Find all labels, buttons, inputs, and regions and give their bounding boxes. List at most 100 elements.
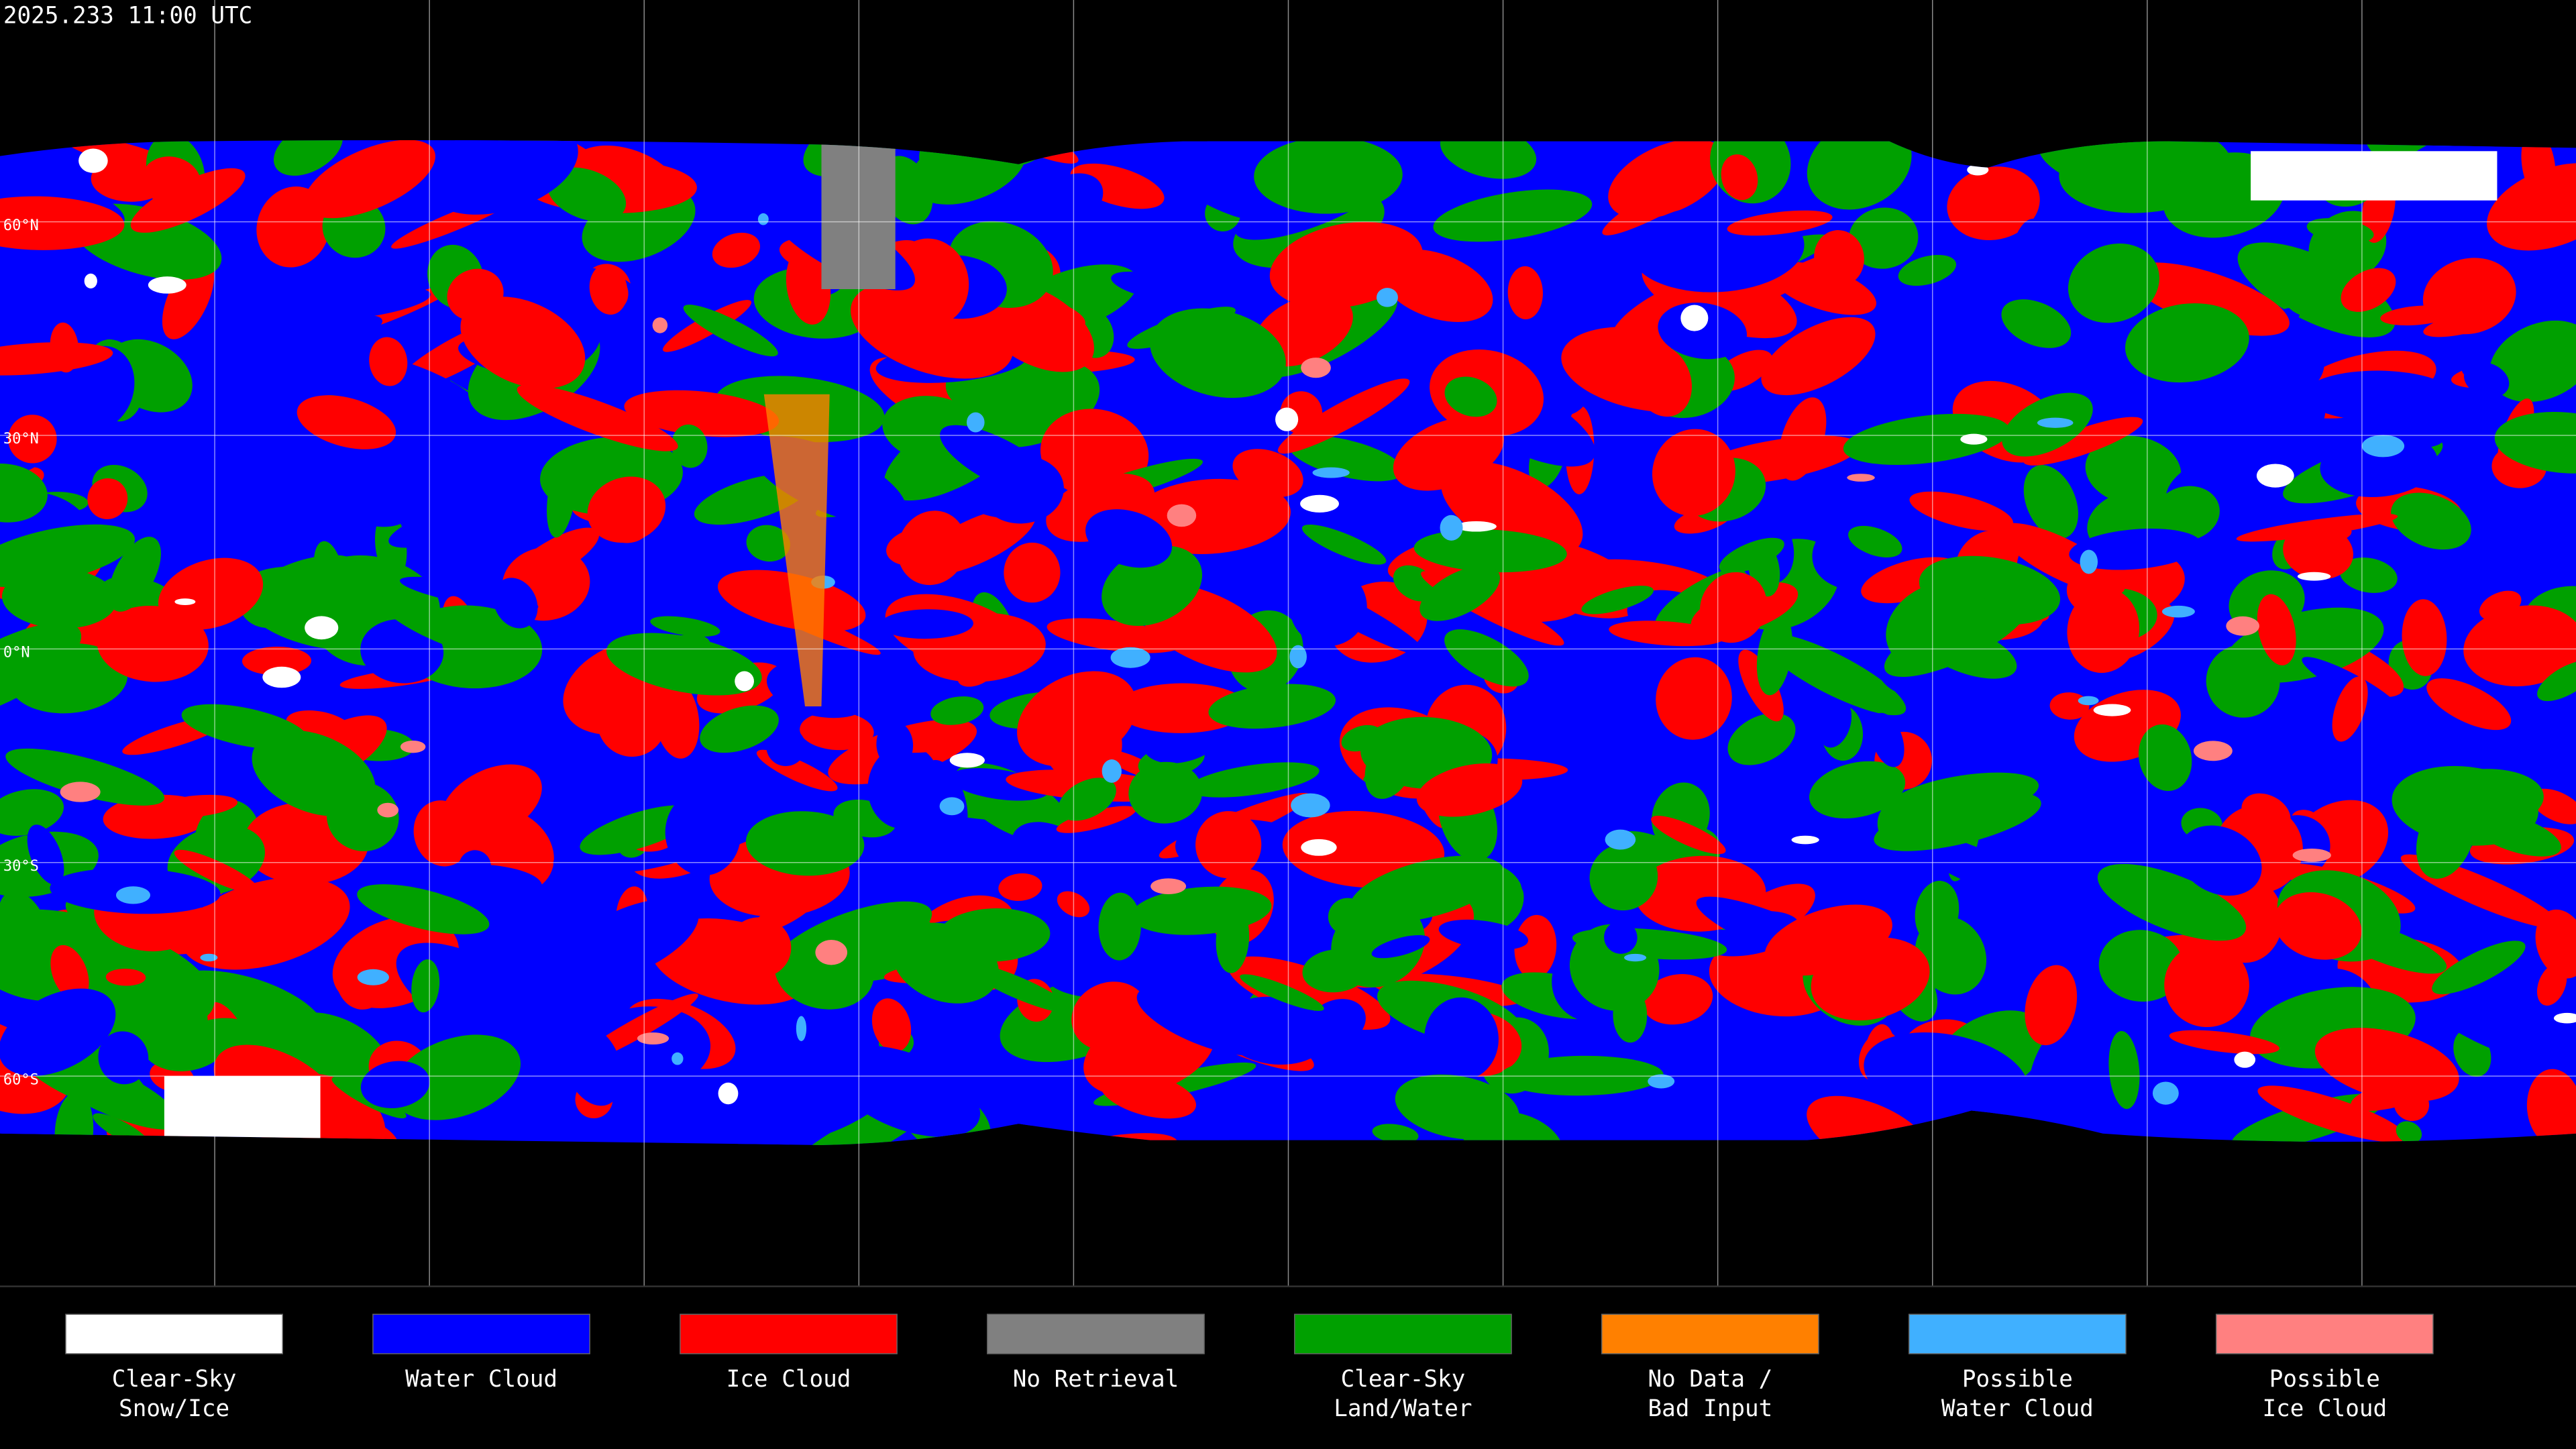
cloud-patch bbox=[2023, 465, 2078, 539]
cloud-patch bbox=[1017, 671, 1137, 767]
cloud-patch bbox=[2154, 486, 2220, 541]
cloud-patch bbox=[1377, 288, 1398, 307]
cloud-patch bbox=[1605, 829, 1636, 850]
cloud-patch bbox=[2226, 616, 2259, 636]
cloud-patch bbox=[2339, 557, 2398, 593]
cloud-patch bbox=[2164, 943, 2249, 1028]
cloud-patch bbox=[411, 959, 440, 1013]
cloud-patch bbox=[1070, 163, 1165, 209]
legend-swatch bbox=[65, 1313, 283, 1354]
cloud-patch bbox=[1613, 987, 1648, 1043]
cloud-patch bbox=[2037, 417, 2074, 428]
cloud-patch bbox=[354, 498, 410, 527]
cloud-patch bbox=[54, 1091, 94, 1145]
cloud-patch bbox=[624, 390, 780, 437]
legend-label: Water Cloud bbox=[1941, 1395, 2094, 1422]
cloud-patch bbox=[1419, 566, 1500, 621]
cloud-patch bbox=[108, 537, 161, 612]
cloud-patch bbox=[2093, 704, 2131, 716]
cloud-patch bbox=[914, 507, 1036, 576]
cloud-patch bbox=[1809, 761, 1906, 819]
cloud-patch bbox=[1136, 986, 1271, 1056]
graticule: 60°N 30°N 0°N 30°S 60°S bbox=[0, 0, 2576, 1287]
cloud-patch bbox=[1216, 904, 1250, 973]
cloud-patch bbox=[200, 953, 218, 962]
cloud-patch bbox=[441, 764, 542, 841]
legend-label: Bad Input bbox=[1648, 1395, 1773, 1422]
cloud-patch bbox=[2097, 863, 2247, 941]
cloud-patch bbox=[1301, 358, 1331, 378]
cloud-patch bbox=[2108, 1030, 2140, 1110]
cloud-patch bbox=[204, 370, 254, 411]
cloud-patch bbox=[2242, 339, 2324, 402]
legend-swatch bbox=[1601, 1313, 1819, 1354]
cloud-patch bbox=[2078, 696, 2099, 706]
cloud-patch bbox=[891, 238, 969, 326]
cloud-patch bbox=[511, 527, 600, 585]
cloud-patch bbox=[2402, 599, 2447, 676]
snow-patch bbox=[164, 1076, 321, 1142]
cloud-patch bbox=[158, 557, 264, 630]
cloud-patch bbox=[967, 412, 985, 433]
cloud-patch bbox=[105, 968, 146, 986]
cloud-patch bbox=[1301, 839, 1337, 856]
cloud-patch bbox=[1289, 645, 1307, 669]
cloud-patch bbox=[700, 705, 779, 753]
cloud-patch bbox=[1909, 491, 2013, 531]
cloud-patch bbox=[1385, 483, 1437, 539]
cloud-patch bbox=[1456, 521, 1497, 532]
legend-label: Land/Water bbox=[1334, 1395, 1472, 1422]
cloud-patch bbox=[1608, 140, 1727, 219]
cloud-patch bbox=[2428, 1004, 2542, 1062]
legend-swatch bbox=[1294, 1313, 1512, 1354]
cloud-patch bbox=[1703, 248, 1850, 323]
cloud-patch bbox=[712, 232, 761, 268]
cloud-patch bbox=[1438, 919, 1529, 951]
cloud-patch bbox=[1631, 343, 1692, 417]
legend-label: Ice Cloud bbox=[2262, 1395, 2387, 1422]
cloud-patch bbox=[388, 501, 501, 548]
cloud-patch bbox=[1195, 811, 1262, 879]
cloud-patch bbox=[1269, 221, 1424, 309]
cloud-patch bbox=[2537, 660, 2576, 702]
cloud-patch bbox=[50, 945, 89, 1002]
cloud-patch bbox=[796, 1016, 807, 1042]
cloud-patch bbox=[746, 525, 790, 562]
cloud-patch bbox=[2080, 549, 2098, 574]
cloud-patch bbox=[2361, 435, 2405, 458]
cloud-patch bbox=[1056, 806, 1136, 833]
cloud-patch bbox=[1915, 880, 1960, 944]
cloud-patch bbox=[0, 623, 82, 719]
cloud-patch bbox=[1569, 924, 1660, 1011]
cloud-patch bbox=[1760, 633, 1907, 716]
cloud-patch bbox=[735, 671, 754, 692]
cloud-patch bbox=[886, 527, 951, 566]
cloud-patch bbox=[369, 337, 408, 386]
cloud-patch bbox=[1581, 586, 1654, 614]
cloud-patch bbox=[0, 524, 136, 588]
cloud-patch bbox=[174, 849, 260, 894]
cloud-patch bbox=[2001, 299, 2072, 348]
cloud-patch bbox=[766, 727, 806, 766]
cloud-patch bbox=[2463, 605, 2576, 687]
cloud-patch bbox=[2234, 1051, 2256, 1068]
cloud-patch bbox=[774, 933, 874, 1010]
cloud-patch bbox=[1642, 974, 1713, 1025]
cloud-patch bbox=[637, 1032, 669, 1044]
cloud-patch bbox=[1440, 515, 1463, 541]
cloud-patch bbox=[2494, 411, 2576, 474]
cloud-patch bbox=[2314, 1028, 2459, 1102]
cloud-patch bbox=[2138, 724, 2192, 792]
cloud-patch bbox=[1589, 843, 1658, 911]
cloud-patch bbox=[727, 917, 792, 978]
cloud-patch bbox=[1130, 478, 1291, 554]
timestamp: 2025.233 11:00 UTC bbox=[3, 2, 252, 29]
cloud-patch bbox=[830, 1045, 981, 1137]
cloud-patch bbox=[2416, 795, 2475, 879]
cloud-patch bbox=[1898, 254, 1957, 286]
cloud-patch bbox=[587, 476, 666, 543]
cloud-patch bbox=[1208, 684, 1336, 729]
cloud-patch bbox=[1848, 525, 1902, 557]
cloud-patch bbox=[2236, 513, 2398, 542]
cloud-patch bbox=[0, 342, 113, 376]
